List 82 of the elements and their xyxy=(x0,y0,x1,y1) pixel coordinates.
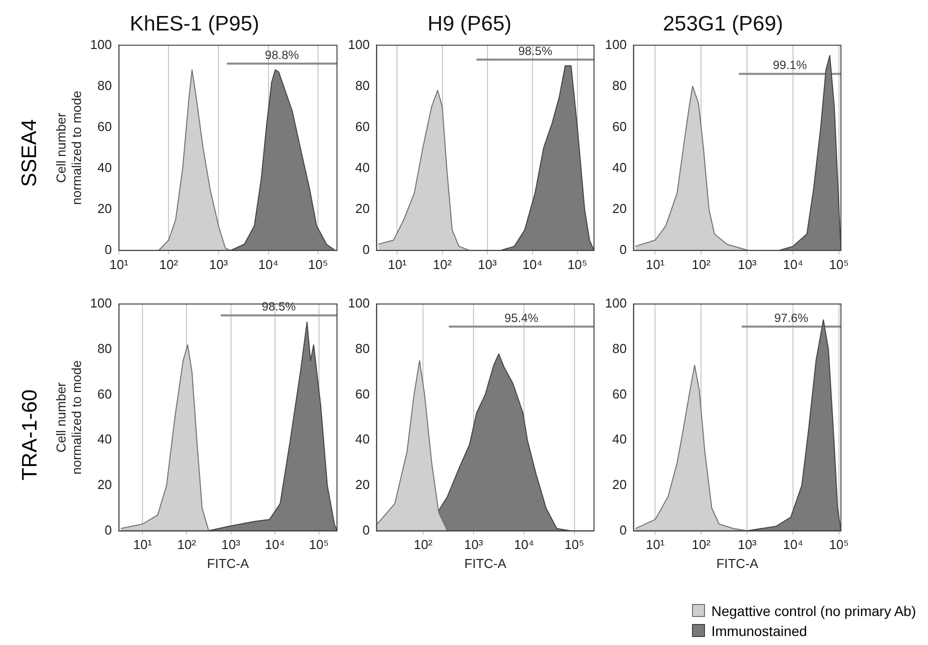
x-tick-label: 10³ xyxy=(464,537,484,552)
chart-title: H9 (P65) xyxy=(427,12,512,36)
y-tick-label: 100 xyxy=(90,36,112,52)
y-tick-label: 40 xyxy=(612,432,627,447)
x-tick-label: 10² xyxy=(432,256,452,272)
y-tick-label: 40 xyxy=(97,160,112,175)
y-tick-label: 100 xyxy=(348,296,370,311)
x-tick-label: 10⁵ xyxy=(829,537,849,552)
y-tick-label: 40 xyxy=(612,160,627,175)
legend-label: Immunostained xyxy=(711,623,808,639)
x-tick-label: 10¹ xyxy=(388,256,408,272)
y-tick-label: 60 xyxy=(612,386,627,402)
y-tick-label: 0 xyxy=(362,242,370,257)
y-tick-label: 60 xyxy=(97,386,112,402)
chart-title: 253G1 (P69) xyxy=(662,12,784,36)
annotation: 97.6% xyxy=(774,310,809,325)
x-tick-label: 10⁴ xyxy=(264,537,285,552)
annotation: 99.1% xyxy=(772,58,808,72)
text: SSEA4 xyxy=(18,119,42,187)
x-axis-title: FITC-A xyxy=(716,556,759,571)
x-tick-label: 10⁵ xyxy=(308,256,328,272)
x-tick-label: 10³ xyxy=(738,256,758,272)
annotation: 98.5% xyxy=(518,44,553,58)
chart-title: KhES-1 (P95) xyxy=(130,12,260,36)
y-tick-label: 0 xyxy=(104,522,112,538)
x-tick-label: 10⁵ xyxy=(564,537,584,552)
y-tick-label: 60 xyxy=(97,118,112,134)
y-tick-label: 0 xyxy=(104,242,112,257)
y-tick-label: 100 xyxy=(348,36,370,52)
y-tick-label: 20 xyxy=(97,200,112,216)
x-axis-title: FITC-A xyxy=(464,556,507,571)
y-tick-label: 20 xyxy=(355,477,370,492)
y-tick-label: 0 xyxy=(619,522,627,538)
x-tick-label: 10¹ xyxy=(646,256,666,272)
x-tick-label: 10³ xyxy=(478,256,498,272)
x-tick-label: 10⁴ xyxy=(258,256,278,272)
x-tick-label: 10² xyxy=(177,537,197,552)
x-tick-label: 10³ xyxy=(738,537,758,552)
x-tick-label: 10² xyxy=(692,537,712,552)
y-tick-label: 100 xyxy=(604,296,627,311)
y-tick-label: 80 xyxy=(612,340,627,356)
x-tick-label: 10¹ xyxy=(109,256,129,272)
x-tick-label: 10³ xyxy=(209,256,229,272)
y-tick-label: 80 xyxy=(97,340,112,356)
y-tick-label: 20 xyxy=(97,477,112,492)
y-tick-label: 80 xyxy=(97,78,112,93)
y-tick-label: 0 xyxy=(362,522,370,538)
y-tick-label: 40 xyxy=(97,432,112,447)
y-axis-title: Cell number normalized to mode xyxy=(53,90,84,205)
annotation: 95.4% xyxy=(504,310,539,325)
y-tick-label: 20 xyxy=(612,477,627,492)
x-tick-label: 10¹ xyxy=(646,537,666,552)
x-tick-label: 10⁴ xyxy=(522,256,542,272)
y-tick-label: 60 xyxy=(612,118,627,134)
x-tick-label: 10⁵ xyxy=(567,256,588,272)
y-tick-label: 60 xyxy=(355,118,370,134)
y-tick-label: 40 xyxy=(355,160,370,175)
x-tick-label: 10² xyxy=(159,256,179,272)
y-tick-label: 100 xyxy=(604,36,627,52)
x-tick-label: 10⁴ xyxy=(783,256,804,272)
x-tick-label: 10⁵ xyxy=(309,537,329,552)
y-axis-title: Cell number normalized to mode xyxy=(53,360,84,474)
x-tick-label: 10³ xyxy=(221,537,241,552)
x-tick-label: 10² xyxy=(692,256,712,272)
y-tick-label: 20 xyxy=(612,200,627,216)
x-tick-label: 10⁴ xyxy=(514,537,534,552)
x-tick-label: 10¹ xyxy=(133,537,153,552)
x-axis-title: FITC-A xyxy=(207,556,250,571)
y-tick-label: 100 xyxy=(90,296,112,311)
x-tick-label: 10⁴ xyxy=(783,537,804,552)
x-tick-label: 10⁵ xyxy=(829,256,849,272)
x-tick-label: 10² xyxy=(414,537,434,552)
annotation: 98.8% xyxy=(264,48,300,62)
y-tick-label: 80 xyxy=(355,340,370,356)
y-tick-label: 40 xyxy=(355,432,370,447)
y-tick-label: 60 xyxy=(355,386,370,402)
y-tick-label: 80 xyxy=(355,78,370,93)
y-tick-label: 80 xyxy=(612,78,627,93)
y-tick-label: 0 xyxy=(619,242,627,257)
text: TRA-1-60 xyxy=(18,389,42,481)
y-tick-label: 20 xyxy=(355,200,370,216)
legend-label: Negattive control (no primary Ab) xyxy=(711,603,916,619)
